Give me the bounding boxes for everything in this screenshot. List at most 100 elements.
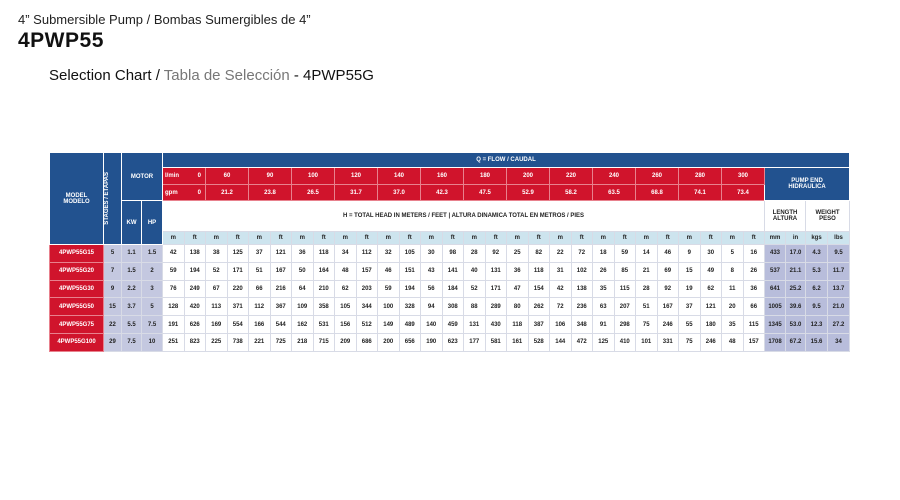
hp-cell: 3 bbox=[140, 279, 164, 299]
flow-gpm: 26.5 bbox=[291, 184, 336, 201]
head-unit: m bbox=[721, 231, 744, 245]
head-cell: 246 bbox=[656, 315, 680, 334]
head-cell: 118 bbox=[527, 261, 551, 281]
head-cell: 171 bbox=[226, 261, 250, 281]
flow-value: 0 bbox=[197, 173, 202, 179]
head-cell: 98 bbox=[441, 244, 465, 263]
head-unit: ft bbox=[527, 231, 551, 245]
head-cell: 63 bbox=[592, 297, 615, 317]
flow-lpm: 280 bbox=[678, 167, 723, 185]
head-cell: 32 bbox=[377, 244, 400, 263]
kw-cell: 3.7 bbox=[121, 297, 142, 317]
head-unit: m bbox=[463, 231, 486, 245]
head-unit: m bbox=[549, 231, 572, 245]
motor-header: MOTOR bbox=[120, 152, 164, 201]
flow-lpm: 100 bbox=[291, 167, 336, 185]
product-model: 4PWP55 bbox=[18, 29, 104, 52]
head-cell: 118 bbox=[506, 315, 529, 334]
head-cell: 262 bbox=[527, 297, 551, 317]
head-cell: 144 bbox=[549, 332, 572, 352]
head-cell: 72 bbox=[570, 244, 594, 263]
head-unit: ft bbox=[656, 231, 680, 245]
flow-gpm: 42.3 bbox=[420, 184, 465, 201]
head-cell: 48 bbox=[334, 261, 357, 281]
head-cell: 115 bbox=[742, 315, 766, 334]
head-cell: 15 bbox=[678, 261, 701, 281]
flow-gpm: 52.9 bbox=[506, 184, 551, 201]
stages-cell: 7 bbox=[103, 261, 122, 281]
head-unit: ft bbox=[183, 231, 207, 245]
pump-cell: 6.2 bbox=[805, 279, 829, 299]
head-unit: m bbox=[162, 231, 185, 245]
head-cell: 43 bbox=[420, 261, 443, 281]
head-cell: 167 bbox=[656, 297, 680, 317]
head-cell: 94 bbox=[420, 297, 443, 317]
head-cell: 46 bbox=[377, 261, 400, 281]
head-cell: 194 bbox=[398, 279, 422, 299]
data-row: 4PWP55G20 7 1.5 2 59 194 52 171 51 167 50 164 48 157 4… bbox=[49, 261, 851, 281]
head-cell: 308 bbox=[441, 297, 465, 317]
pump-cell: 21.1 bbox=[785, 261, 807, 281]
head-cell: 138 bbox=[570, 279, 594, 299]
flow-lpm: 90 bbox=[248, 167, 293, 185]
flow-gpm: 63.5 bbox=[592, 184, 637, 201]
head-cell: 489 bbox=[398, 315, 422, 334]
head-cell: 31 bbox=[549, 261, 572, 281]
head-cell: 37 bbox=[248, 244, 271, 263]
head-cell: 210 bbox=[312, 279, 336, 299]
head-cell: 251 bbox=[162, 332, 185, 352]
head-cell: 92 bbox=[656, 279, 680, 299]
head-cell: 19 bbox=[678, 279, 701, 299]
pump-cell: 433 bbox=[764, 244, 787, 263]
head-unit: ft bbox=[312, 231, 336, 245]
head-cell: 26 bbox=[742, 261, 766, 281]
head-cell: 472 bbox=[570, 332, 594, 352]
pump-cell: 34 bbox=[827, 332, 851, 352]
kw-cell: 1.1 bbox=[121, 244, 142, 263]
pump-cell: 1708 bbox=[764, 332, 787, 352]
flow-gpm: 31.7 bbox=[334, 184, 379, 201]
model-cell: 4PWP55G20 bbox=[49, 261, 104, 281]
head-cell: 47 bbox=[506, 279, 529, 299]
head-cell: 121 bbox=[269, 244, 293, 263]
subtitle: Selection Chart / Tabla de Selección - 4… bbox=[49, 67, 374, 84]
page-title: 4” Submersible Pump / Bombas Sumergibles… bbox=[18, 12, 311, 27]
stages-cell: 9 bbox=[103, 279, 122, 299]
pump-cell: 13.7 bbox=[827, 279, 851, 299]
kw-cell: 7.5 bbox=[121, 332, 142, 352]
subtitle-es: Tabla de Selección bbox=[163, 67, 290, 84]
flow-gpm: 58.2 bbox=[549, 184, 594, 201]
head-cell: 36 bbox=[506, 261, 529, 281]
pump-cell: 53.0 bbox=[785, 315, 807, 334]
data-row: 4PWP55G50 15 3.7 5 128 420 113 371 112 367 109 358 1… bbox=[49, 297, 851, 317]
head-cell: 190 bbox=[420, 332, 443, 352]
head-cell: 42 bbox=[162, 244, 185, 263]
head-cell: 28 bbox=[635, 279, 658, 299]
head-cell: 161 bbox=[506, 332, 529, 352]
head-cell: 76 bbox=[162, 279, 185, 299]
subtitle-en: Selection Chart / bbox=[49, 67, 160, 84]
units-row: m ft m ft m ft m ft m ft m ft m ft m ft m ft m ft m ft m ft m ft m… bbox=[50, 231, 851, 245]
head-cell: 40 bbox=[463, 261, 486, 281]
head-cell: 37 bbox=[678, 297, 701, 317]
head-cell: 100 bbox=[377, 297, 400, 317]
head-unit: m bbox=[678, 231, 701, 245]
head-cell: 420 bbox=[183, 297, 207, 317]
head-cell: 59 bbox=[377, 279, 400, 299]
head-cell: 581 bbox=[484, 332, 508, 352]
head-cell: 8 bbox=[721, 261, 744, 281]
flow-lpm-row: l/min 0 60 90 100 120 140 160 180 200 220 240 260 280… bbox=[50, 167, 851, 201]
weight-header: WEIGHT PESO bbox=[805, 200, 851, 232]
hp-header: HP bbox=[140, 200, 164, 245]
pump-cell: 27.2 bbox=[827, 315, 851, 334]
head-cell: 22 bbox=[549, 244, 572, 263]
head-cell: 151 bbox=[398, 261, 422, 281]
head-cell: 51 bbox=[635, 297, 658, 317]
head-unit: m bbox=[248, 231, 271, 245]
head-cell: 28 bbox=[463, 244, 486, 263]
head-cell: 410 bbox=[613, 332, 637, 352]
head-cell: 528 bbox=[527, 332, 551, 352]
head-cell: 169 bbox=[205, 315, 228, 334]
hp-cell: 10 bbox=[140, 332, 164, 352]
